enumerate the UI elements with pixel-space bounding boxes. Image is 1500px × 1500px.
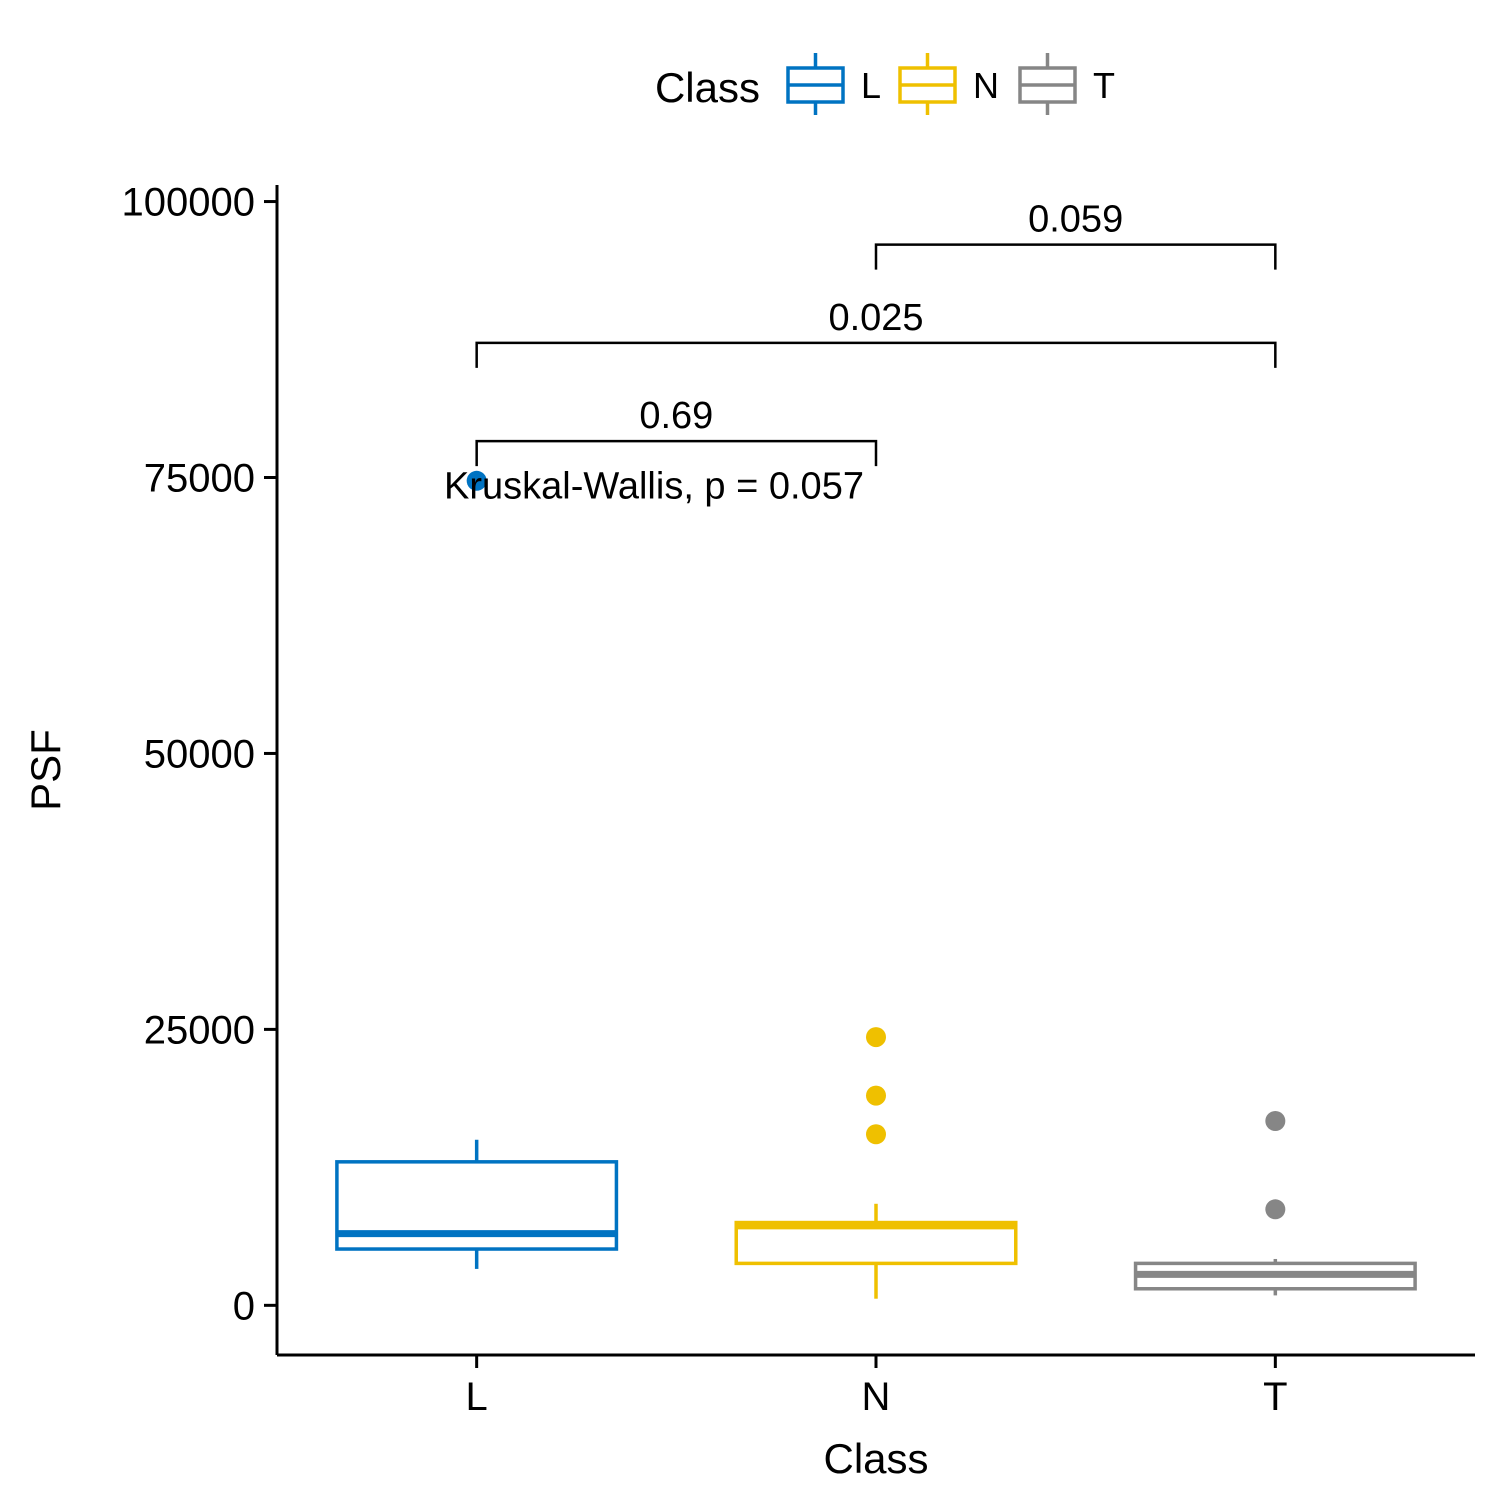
legend-entry-N: N (898, 53, 999, 115)
bracket-L-N: 0.69 (475, 395, 878, 467)
x-tick-label-T: T (1263, 1375, 1287, 1419)
x-tick-label-N: N (862, 1375, 891, 1419)
boxes (335, 470, 1417, 1299)
box-L (335, 470, 619, 1269)
legend-label-L: L (861, 65, 881, 106)
outlier-L-0 (466, 470, 487, 491)
bracket-line-L-N (475, 439, 878, 467)
box-N (734, 1027, 1018, 1299)
p-value-label-L-N: 0.69 (639, 395, 713, 437)
comparison-brackets: 0.69 0.025 0.059 (475, 199, 1277, 467)
legend-entry-L: L (786, 53, 881, 115)
bracket-L-T: 0.025 (475, 297, 1277, 368)
outlier-N-2 (866, 1027, 886, 1048)
outlier-T-1 (1265, 1111, 1286, 1131)
y-tick-label-75000: 75000 (144, 457, 255, 501)
y-tick-label-0: 0 (233, 1284, 255, 1328)
box-T (1133, 1111, 1417, 1296)
outlier-N-1 (866, 1085, 886, 1106)
y-axis-title: PSF (22, 729, 69, 811)
bracket-line-N-T (874, 243, 1277, 270)
bracket-N-T: 0.059 (874, 199, 1277, 270)
y-tick-label-100000: 100000 (122, 181, 255, 225)
p-value-label-N-T: 0.059 (1028, 199, 1123, 241)
bracket-line-L-T (475, 341, 1277, 368)
legend-title: Class (655, 64, 760, 111)
x-axis-title: Class (823, 1435, 928, 1482)
y-tick-label-25000: 25000 (144, 1008, 255, 1052)
outlier-N-0 (866, 1124, 886, 1145)
kruskal-wallis-label: Kruskal-Wallis, p = 0.057 (444, 465, 864, 507)
legend-label-T: T (1093, 65, 1115, 106)
y-tick-label-50000: 50000 (144, 732, 255, 776)
p-value-label-L-T: 0.025 (828, 297, 923, 339)
legend: Class L N T (655, 53, 1115, 115)
legend-label-N: N (973, 65, 999, 106)
legend-entry-T: T (1018, 53, 1115, 115)
x-tick-label-L: L (466, 1375, 488, 1419)
y-axis: 0 25000 50000 75000 100000 (122, 181, 279, 1355)
outlier-T-0 (1265, 1199, 1286, 1220)
